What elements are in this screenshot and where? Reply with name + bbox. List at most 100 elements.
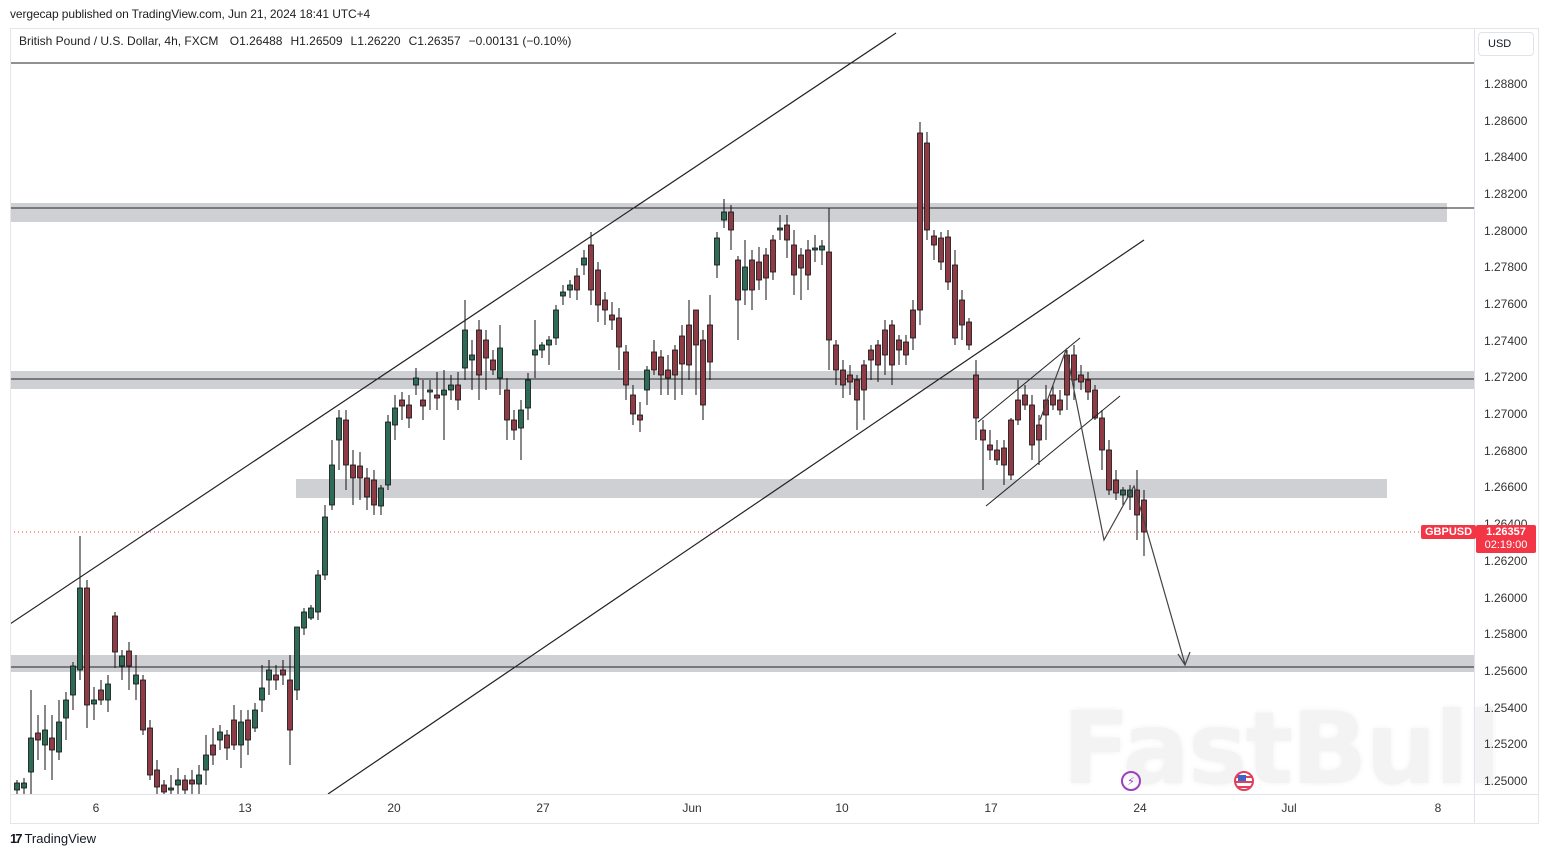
projection-arrowhead-icon [1177,651,1191,667]
candle-up [168,787,174,791]
candle-down [161,784,167,793]
candle-up [21,782,27,789]
candle-down [896,339,902,351]
candle-down [637,414,643,421]
candle-down [1071,354,1077,381]
candle-down [938,237,944,263]
candle-up [238,721,244,746]
candle-up [385,421,391,486]
symbol-price-label: GBPUSD [1421,525,1477,539]
candle-down [98,689,104,701]
channel-lower-trendline [327,239,1145,794]
price-tick: 1.25600 [1484,663,1528,678]
candle-up [497,347,503,379]
support-zone-1.2564 [11,655,1474,672]
candle-down [1001,447,1007,466]
price-tick: 1.28600 [1484,113,1528,128]
candle-up [301,611,307,629]
tradingview-brand: TradingView [24,831,97,846]
candle-down [994,449,1000,461]
flash-event-icon[interactable]: ⚡ [1121,771,1141,791]
candle-down [840,369,846,386]
candle-down [784,224,790,241]
candle-down [343,419,349,466]
candle-down [420,399,426,407]
us-flag-event-icon[interactable] [1234,771,1254,791]
candle-down [931,235,937,246]
candle-down [1008,419,1014,476]
candle-down [476,329,482,376]
candle-down [1106,449,1112,491]
candle-up [91,699,97,705]
candle-up [721,211,727,221]
time-tick: Jun [682,801,702,815]
candle-up [812,247,818,251]
flag-upper-line [977,337,1081,423]
time-tick: 6 [92,801,100,815]
candle-down [609,314,615,321]
ohlc-open: O1.26488 [229,34,283,48]
symbol-description: British Pound / U.S. Dollar, 4h, FXCM [19,34,219,48]
candle-down [966,321,972,346]
candle-down [280,669,286,676]
candle-down [224,734,230,749]
candle-up [413,377,419,386]
candle-down [49,737,55,751]
candle-down [833,344,839,371]
candle-down [693,309,699,346]
time-tick: 13 [238,801,252,815]
candle-up [14,782,20,791]
candle-up [441,389,447,396]
candle-up [42,729,48,746]
candle-down [987,444,993,451]
candle-up [539,344,545,351]
candle-down [707,324,713,363]
candle-down [1099,417,1105,451]
candle-down [798,254,804,269]
candle-down [406,404,412,419]
candle-up [462,329,468,369]
last-price-label: 1.26357 02:19:00 [1476,525,1536,553]
candle-down [399,399,405,407]
candle-up [217,731,223,741]
time-tick: 24 [1133,801,1147,815]
candle-up [518,409,524,429]
price-axis[interactable] [1474,29,1539,794]
time-tick: 20 [387,801,401,815]
candle-down [287,679,293,731]
candle-up [119,655,125,667]
candle-up [560,291,566,297]
candle-down [371,479,377,506]
candle-up [315,574,321,613]
candle-up [427,389,433,393]
candle-down [658,356,664,376]
candle-up [567,284,573,291]
projection-path [1039,347,1186,665]
candle-up [259,687,265,701]
candle-up [28,737,34,773]
candle-down [763,254,769,279]
time-tick: Jul [1281,801,1297,815]
ohlc-low: L1.26220 [350,34,401,48]
candle-up [175,779,181,786]
candle-up [105,683,111,701]
candle-down [672,349,678,376]
candle-down [1022,394,1028,406]
candle-down [434,394,440,399]
candle-up [742,266,748,291]
tradingview-logo[interactable]: 17 TradingView [10,831,96,846]
candle-down [917,132,923,311]
candle-down [1078,374,1084,383]
price-tick: 1.26000 [1484,590,1528,605]
candle-down [574,275,580,291]
last-price-value: 1.26357 [1486,526,1526,538]
time-axis[interactable] [10,794,1475,823]
candle-down [826,251,832,341]
candle-down [182,779,188,791]
candle-up [546,339,552,346]
candle-up [1120,489,1126,496]
currency-button[interactable]: USD [1478,32,1534,56]
candle-down [154,769,160,788]
candle-down [882,329,888,356]
